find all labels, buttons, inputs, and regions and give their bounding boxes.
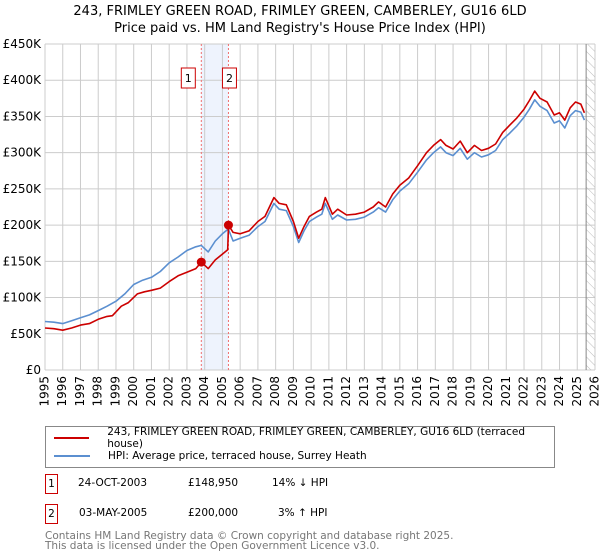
sale-price: £200,000 <box>188 507 239 519</box>
x-tick-label: 2026 <box>588 376 600 407</box>
x-tick-label: 1996 <box>55 376 69 407</box>
hpi-line <box>44 99 586 325</box>
x-tick-label: 2003 <box>179 376 193 407</box>
legend-label: HPI: Average price, terraced house, Surr… <box>108 450 367 462</box>
chart-title: 243, FRIMLEY GREEN ROAD, FRIMLEY GREEN, … <box>73 4 527 19</box>
legend-item-hpi: HPI: Average price, terraced house, Surr… <box>46 448 367 464</box>
x-tick-label: 2017 <box>428 376 442 407</box>
x-tick-label: 2007 <box>250 376 264 407</box>
y-tick-label: £300K <box>3 146 43 160</box>
x-tick-label: 2002 <box>162 376 176 407</box>
sale-hpi-diff: 3% ↑ HPI <box>278 507 328 519</box>
legend-swatch-blue <box>54 455 90 457</box>
x-tick-label: 1999 <box>108 376 122 407</box>
x-tick-label: 2013 <box>357 376 371 407</box>
x-tick-label: 2000 <box>126 376 140 407</box>
sale-period-band <box>201 44 229 370</box>
x-tick-label: 2019 <box>463 376 477 407</box>
y-tick-label: £200K <box>3 218 43 232</box>
x-tick-label: 2011 <box>321 376 335 407</box>
footer-line: This data is licensed under the Open Gov… <box>45 540 380 552</box>
x-tick-label: 2010 <box>304 376 318 407</box>
x-tick-label: 2004 <box>197 376 211 407</box>
x-tick-label: 2009 <box>286 376 300 407</box>
legend-swatch-red <box>54 437 90 439</box>
sale-badge <box>180 67 196 89</box>
legend-label: 243, FRIMLEY GREEN ROAD, FRIMLEY GREEN, … <box>107 426 526 450</box>
price-paid-line <box>44 90 586 331</box>
plot-area: 1995 1996 1997 1998 1999 2000 2001 2002 2003 2004… <box>3 37 600 407</box>
legend: 243, FRIMLEY GREEN ROAD, FRIMLEY GREEN, … <box>45 426 555 468</box>
y-tick-label: £150K <box>3 254 43 268</box>
x-tick-label: 2016 <box>410 376 424 407</box>
forecast-hatch <box>586 44 595 370</box>
sale-badge: 2 <box>45 504 58 524</box>
y-tick-label: £0 <box>26 363 41 377</box>
sale-hpi-diff: 14% ↓ HPI <box>272 477 329 489</box>
x-tick-label: 1998 <box>91 376 105 407</box>
y-tick-label: £50K <box>10 327 42 341</box>
chart-subtitle: Price paid vs. HM Land Registry's House … <box>114 21 486 36</box>
x-tick-label: 1995 <box>38 376 52 407</box>
y-tick-label: £350K <box>3 109 43 123</box>
sale-price: £148,950 <box>188 477 239 489</box>
sale-badge: 1 <box>45 474 58 494</box>
x-tick-label: 2015 <box>392 376 406 407</box>
x-tick-label: 2021 <box>499 376 513 407</box>
x-tick-label: 2008 <box>268 376 282 407</box>
y-tick-label: £400K <box>3 73 43 87</box>
footer: Contains HM Land Registry data © Crown c… <box>45 530 454 552</box>
sale-point <box>223 220 233 230</box>
x-tick-label: 2020 <box>481 376 495 407</box>
x-tick-label: 2024 <box>552 376 566 407</box>
sale-badge-label: 2 <box>226 72 233 85</box>
legend-item-property: 243, FRIMLEY GREEN ROAD, FRIMLEY GREEN, … <box>46 426 554 450</box>
x-tick-label: 1997 <box>73 376 87 407</box>
footer-line: Contains HM Land Registry data © Crown c… <box>45 530 454 542</box>
sale-badge-label: 1 <box>185 72 192 85</box>
x-tick-label: 2001 <box>144 376 158 407</box>
x-tick-label: 2018 <box>446 376 460 407</box>
y-tick-label: £450K <box>3 37 43 51</box>
x-tick-label: 2022 <box>517 376 531 407</box>
y-tick-label: £250K <box>3 182 43 196</box>
x-tick-label: 2025 <box>570 376 584 407</box>
sale-date: 24-OCT-2003 <box>78 477 147 489</box>
x-tick-label: 2012 <box>339 376 353 407</box>
x-tick-label: 2023 <box>534 376 548 407</box>
sale-point <box>196 257 206 267</box>
x-tick-label: 2014 <box>375 376 389 407</box>
y-tick-label: £100K <box>3 291 43 305</box>
x-tick-label: 2005 <box>215 376 229 407</box>
sale-badge <box>221 67 237 89</box>
sale-date: 03-MAY-2005 <box>79 507 148 519</box>
x-tick-label: 2006 <box>233 376 247 407</box>
